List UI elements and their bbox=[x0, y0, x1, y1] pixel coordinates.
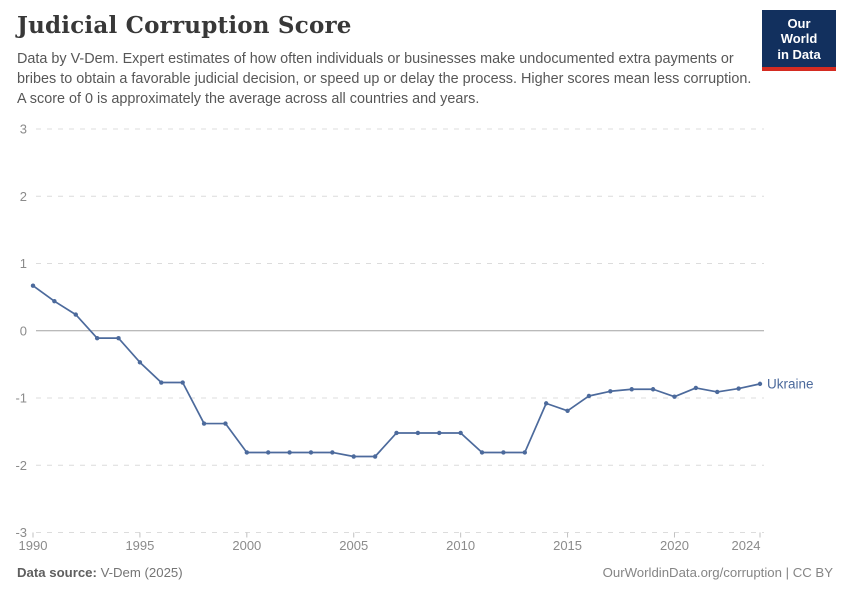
data-point-2005[interactable] bbox=[351, 454, 356, 459]
y-tick-label-1: 1 bbox=[20, 256, 27, 271]
page-title: Judicial Corruption Score bbox=[17, 12, 352, 39]
data-point-2007[interactable] bbox=[394, 430, 399, 436]
data-point-2019[interactable] bbox=[650, 387, 656, 392]
y-tick-label-0: 0 bbox=[20, 323, 27, 338]
data-point-1993[interactable] bbox=[94, 335, 100, 341]
data-source-label: Data source: bbox=[17, 565, 97, 580]
data-point-1997[interactable] bbox=[180, 380, 185, 385]
owid-logo: Our World in Data bbox=[762, 10, 836, 71]
data-point-1990[interactable] bbox=[30, 283, 36, 288]
chart-footer: Data source: V-Dem (2025) OurWorldinData… bbox=[17, 565, 833, 580]
data-point-2001[interactable] bbox=[266, 450, 271, 455]
data-point-2012[interactable] bbox=[501, 450, 506, 455]
data-point-2016[interactable] bbox=[586, 393, 592, 399]
x-tick-label-1990: 1990 bbox=[19, 538, 48, 553]
data-point-2008[interactable] bbox=[415, 430, 421, 436]
y-tick-label-3: 3 bbox=[20, 122, 27, 137]
x-tick-label-2020: 2020 bbox=[660, 538, 689, 553]
data-point-2009[interactable] bbox=[437, 430, 442, 436]
data-point-2024[interactable] bbox=[757, 381, 763, 387]
x-tick-label-2005: 2005 bbox=[339, 538, 368, 553]
y-tick-label--2: -2 bbox=[15, 458, 27, 473]
data-point-2004[interactable] bbox=[330, 450, 335, 455]
x-tick-label-2015: 2015 bbox=[553, 538, 582, 553]
y-tick-label--1: -1 bbox=[15, 391, 27, 406]
x-tick-label-1995: 1995 bbox=[125, 538, 154, 553]
data-point-2006[interactable] bbox=[372, 454, 378, 459]
x-tick-label-2000: 2000 bbox=[232, 538, 261, 553]
data-source: Data source: V-Dem (2025) bbox=[17, 565, 183, 580]
data-point-1991[interactable] bbox=[52, 298, 57, 304]
data-point-1994[interactable] bbox=[116, 335, 121, 341]
logo-line-2: in Data bbox=[777, 46, 821, 62]
data-point-1996[interactable] bbox=[159, 380, 164, 385]
data-point-2023[interactable] bbox=[736, 386, 741, 391]
data-point-2017[interactable] bbox=[608, 389, 613, 394]
data-point-2014[interactable] bbox=[543, 401, 549, 406]
data-point-1995[interactable] bbox=[137, 360, 143, 365]
data-point-1992[interactable] bbox=[73, 312, 78, 317]
data-point-2011[interactable] bbox=[479, 450, 485, 455]
data-point-1998[interactable] bbox=[201, 421, 207, 426]
data-point-2020[interactable] bbox=[672, 394, 677, 399]
data-point-2003[interactable] bbox=[308, 450, 314, 455]
data-point-2002[interactable] bbox=[287, 450, 292, 455]
series-end-label: Ukraine bbox=[767, 376, 814, 391]
data-point-1999[interactable] bbox=[223, 421, 228, 426]
x-tick-label-2024: 2024 bbox=[732, 538, 761, 553]
data-point-2018[interactable] bbox=[629, 387, 634, 392]
chart-subtitle: Data by V-Dem. Expert estimates of how o… bbox=[17, 51, 752, 107]
data-point-2010[interactable] bbox=[458, 430, 463, 436]
y-tick-label--3: -3 bbox=[15, 525, 27, 540]
credit-text: OurWorldinData.org/corruption | CC BY bbox=[602, 565, 833, 580]
data-point-2015[interactable] bbox=[565, 408, 570, 413]
data-point-2013[interactable] bbox=[522, 450, 527, 455]
x-tick-label-2010: 2010 bbox=[446, 538, 475, 553]
y-tick-label-2: 2 bbox=[20, 189, 27, 204]
data-point-2000[interactable] bbox=[244, 450, 250, 455]
data-source-value: V-Dem (2025) bbox=[100, 565, 183, 580]
logo-line-1: Our World bbox=[780, 16, 818, 47]
data-point-2022[interactable] bbox=[715, 389, 720, 395]
data-point-2021[interactable] bbox=[693, 385, 699, 391]
